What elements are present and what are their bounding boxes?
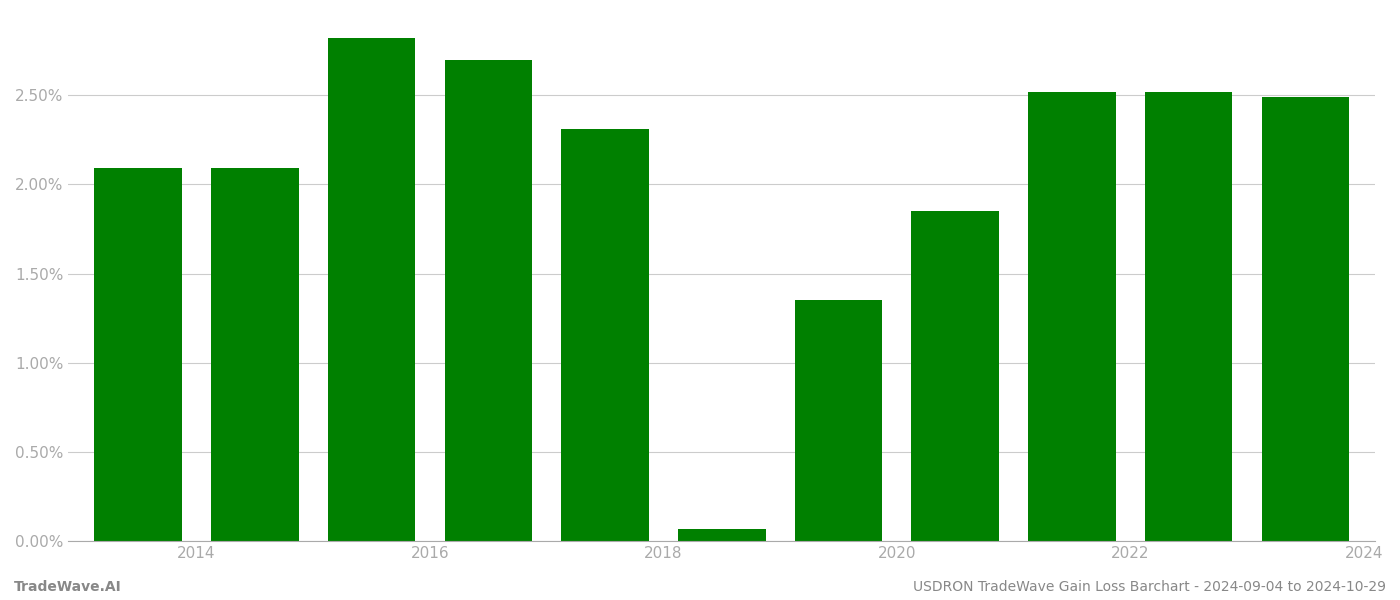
Bar [561,129,648,541]
Bar [911,211,1000,541]
Bar [1145,92,1232,541]
Bar [795,301,882,541]
Bar [328,38,416,541]
Bar [445,59,532,541]
Text: USDRON TradeWave Gain Loss Barchart - 2024-09-04 to 2024-10-29: USDRON TradeWave Gain Loss Barchart - 20… [913,580,1386,594]
Text: TradeWave.AI: TradeWave.AI [14,580,122,594]
Bar [211,169,298,541]
Bar [1261,97,1350,541]
Bar [678,529,766,541]
Bar [1028,92,1116,541]
Bar [94,169,182,541]
